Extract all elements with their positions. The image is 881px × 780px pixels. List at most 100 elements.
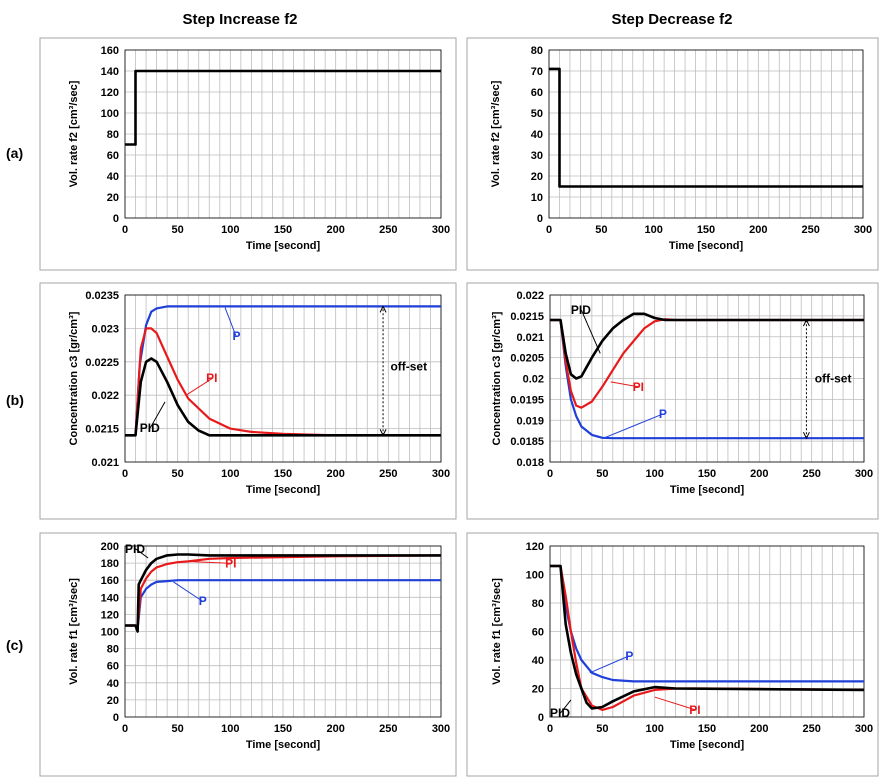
y-tick-label: 80 [532, 598, 544, 610]
annotation-pointer-p [173, 581, 203, 602]
y-tick-label: 60 [107, 661, 119, 673]
y-tick-label: 80 [531, 45, 543, 57]
plot-area-border [548, 49, 864, 219]
plot-area-border [124, 49, 442, 219]
y-tick-label: 200 [101, 541, 119, 553]
series-line-pid [549, 67, 863, 188]
series-line-pid [550, 564, 865, 710]
y-tick-label: 20 [531, 171, 543, 183]
x-tick-label: 200 [326, 224, 344, 236]
x-tick-label: 100 [221, 468, 239, 480]
x-tick-label: 0 [122, 468, 128, 480]
x-tick-label: 250 [379, 468, 397, 480]
x-axis-title: Time [second] [246, 484, 321, 496]
x-tick-label: 0 [547, 723, 553, 735]
x-tick-label: 50 [595, 224, 607, 236]
x-tick-label: 0 [122, 224, 128, 236]
x-tick-label: 150 [274, 723, 292, 735]
annotation-pointer-p [589, 655, 630, 674]
y-tick-label: 40 [107, 678, 119, 690]
y-tick-label: 0.021 [516, 332, 544, 344]
y-tick-label: 100 [101, 627, 119, 639]
x-axis-title: Time [second] [670, 484, 745, 496]
x-tick-label: 200 [326, 723, 344, 735]
x-axis-title: Time [second] [669, 240, 744, 252]
chart-a-decrease: 0 50 100 150 200 250 300 0 10 20 30 40 50 60 70 80 Time … [466, 37, 879, 271]
x-tick-label: 300 [855, 468, 873, 480]
y-tick-label: 0 [113, 213, 119, 225]
y-tick-label: 140 [101, 592, 119, 604]
y-axis-title: Concentration c3 [gr/cm³] [68, 311, 80, 445]
y-tick-label: 60 [531, 87, 543, 99]
x-tick-label: 200 [749, 224, 767, 236]
series-line-pi [125, 327, 441, 437]
annotation-pointer-p [224, 307, 237, 336]
y-axis-title: Vol. rate f1 [cm³/sec] [491, 578, 503, 685]
row-label-b: (b) [6, 392, 24, 408]
annotation-label-pid: PID [571, 303, 591, 317]
row-label-a: (a) [6, 145, 23, 161]
column-header-decrease: Step Decrease f2 [612, 11, 733, 28]
y-tick-label: 0.018 [516, 457, 544, 469]
offset-arrow-top [802, 318, 810, 327]
series-line-pid [125, 553, 441, 633]
chart-b-increase: 0 50 100 150 200 250 300 0.021 0.0215 0.022 0.0225… [39, 282, 457, 520]
x-tick-label: 150 [698, 468, 716, 480]
y-tick-label: 0.022 [91, 390, 119, 402]
x-tick-label: 150 [698, 723, 716, 735]
y-tick-label: 10 [531, 192, 543, 204]
y-axis-title: Vol. rate f2 [cm³/sec] [68, 80, 80, 187]
x-tick-label: 0 [122, 723, 128, 735]
x-tick-label: 150 [697, 224, 715, 236]
x-tick-label: 300 [432, 468, 450, 480]
x-tick-label: 0 [546, 224, 552, 236]
y-tick-label: 180 [101, 558, 119, 570]
x-tick-label: 0 [547, 468, 553, 480]
offset-arrow-top [379, 305, 387, 313]
x-tick-label: 100 [644, 224, 662, 236]
x-tick-label: 250 [802, 723, 820, 735]
y-tick-label: 0.019 [516, 415, 544, 427]
y-tick-label: 80 [107, 644, 119, 656]
x-tick-label: 300 [855, 723, 873, 735]
annotation-pointer-pi [185, 377, 214, 396]
y-tick-label: 160 [101, 45, 119, 57]
chart-panels: 0 50 100 150 200 250 300020406080100120140160T… [39, 37, 879, 777]
series-line-pid [125, 357, 441, 437]
y-tick-label: 0.0185 [510, 436, 544, 448]
y-tick-label: 40 [107, 171, 119, 183]
x-tick-label: 200 [750, 723, 768, 735]
y-tick-label: 60 [107, 150, 119, 162]
annotation-pointer-pid [580, 310, 601, 354]
annotation-label-pid: PID [550, 706, 570, 720]
chart-frame [466, 532, 879, 777]
chart-c-decrease: 0 50 100 150 200 250 300 0 20 40 60 80 100 120 Time [s… [466, 532, 879, 777]
y-tick-label: 160 [101, 575, 119, 587]
y-tick-label: 0 [113, 712, 119, 724]
annotation-label-p: P [199, 594, 207, 608]
x-tick-label: 150 [274, 224, 292, 236]
x-tick-label: 50 [596, 723, 608, 735]
y-tick-label: 100 [526, 570, 544, 582]
y-tick-label: 40 [531, 129, 543, 141]
y-tick-label: 0.023 [91, 323, 119, 335]
y-tick-label: 120 [526, 541, 544, 553]
y-tick-label: 0.0235 [85, 290, 119, 302]
x-tick-label: 250 [802, 468, 820, 480]
y-tick-label: 0.0225 [85, 357, 119, 369]
row-label-c: (c) [6, 637, 23, 653]
y-tick-label: 120 [101, 87, 119, 99]
plot-area-border [124, 294, 442, 463]
y-tick-label: 0.022 [516, 290, 544, 302]
chart-c-increase: 0 50 100 150 200 250 300 0 20 40 60 80 100 120 140 160 1… [39, 532, 457, 777]
x-axis-title: Time [second] [246, 739, 321, 751]
y-tick-label: 20 [107, 695, 119, 707]
chart-b-decrease: 0 50 100 150 200 250 300 0.018 0.0185 0.019 0.0195… [466, 282, 879, 520]
x-tick-label: 300 [854, 224, 872, 236]
annotation-pointer-pid [560, 699, 572, 714]
x-tick-label: 50 [596, 468, 608, 480]
x-axis-title: Time [second] [670, 739, 745, 751]
offset-label: off-set [815, 372, 852, 386]
annotation-pointer-pid [149, 401, 166, 429]
